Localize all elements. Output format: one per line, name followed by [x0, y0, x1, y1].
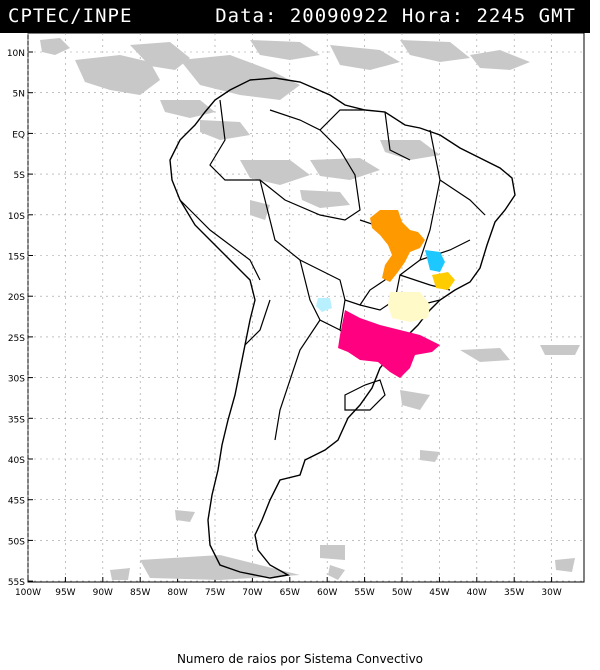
lon-label: 85W: [130, 588, 150, 598]
cell-cyan-1: [425, 250, 445, 272]
lat-label: 30S: [8, 375, 25, 385]
cell-magenta: [338, 310, 440, 378]
lon-label: 100W: [15, 588, 41, 598]
source-label: CPTEC/INPE: [8, 5, 133, 27]
map-frame: [27, 32, 585, 583]
cloud-cover: [40, 38, 580, 580]
lon-label: 75W: [205, 588, 225, 598]
lon-label: 55W: [354, 588, 374, 598]
lon-label: 90W: [93, 588, 113, 598]
convective-systems: [316, 210, 455, 378]
cell-light-cyan: [316, 298, 332, 312]
title-bar: CPTEC/INPE Data: 20090922 Hora: 2245 GMT: [0, 0, 590, 33]
lat-label: 20S: [8, 293, 25, 303]
lat-label: 45S: [8, 497, 25, 507]
lat-label: 10N: [7, 49, 25, 59]
map-panel: 10N 5N EQ 5S 10S 15S 20S 25S 30S 35S 40S 45S 50S 55S …: [0, 32, 600, 656]
time-label: Hora:: [401, 5, 465, 27]
lat-label: 5S: [14, 171, 26, 181]
lon-label: 95W: [55, 588, 75, 598]
lat-label: 35S: [8, 415, 25, 425]
date-label: Data:: [215, 5, 278, 27]
lon-label: 60W: [317, 588, 337, 598]
cell-yellow: [432, 272, 455, 290]
lat-label: EQ: [12, 130, 25, 140]
lat-label: 10S: [8, 212, 25, 222]
cell-orange: [370, 210, 425, 282]
lat-label: 25S: [8, 334, 25, 344]
cell-cream: [388, 292, 430, 322]
lon-label: 70W: [242, 588, 262, 598]
lat-label: 50S: [8, 537, 25, 547]
time-value: 2245 GMT: [476, 5, 576, 27]
lat-label: 40S: [8, 456, 25, 466]
lat-label: 15S: [8, 253, 25, 263]
lon-label: 50W: [392, 588, 412, 598]
lat-label: 55S: [8, 578, 25, 588]
lon-label: 30W: [541, 588, 561, 598]
date-value: 20090922: [289, 5, 390, 27]
lon-label: 65W: [280, 588, 300, 598]
legend-title: Numero de raios por Sistema Convectivo: [176, 652, 424, 666]
latitude-labels: 10N 5N EQ 5S 10S 15S 20S 25S 30S 35S 40S 45S 50S 55S: [7, 49, 25, 588]
lon-label: 80W: [167, 588, 187, 598]
longitude-labels: 100W 95W 90W 85W 80W 75W 70W 65W 60W 55W 50W 45W 40W…: [15, 588, 562, 598]
lightning-map: 10N5NEQ5S10S15S20S25S30S35S40S45S50S55S …: [7, 32, 585, 656]
datetime-label: Data: 20090922 Hora: 2245 GMT: [215, 5, 576, 27]
lon-label: 45W: [429, 588, 449, 598]
lon-label: 35W: [504, 588, 524, 598]
lat-label: 5N: [13, 90, 25, 100]
lon-label: 40W: [467, 588, 487, 598]
